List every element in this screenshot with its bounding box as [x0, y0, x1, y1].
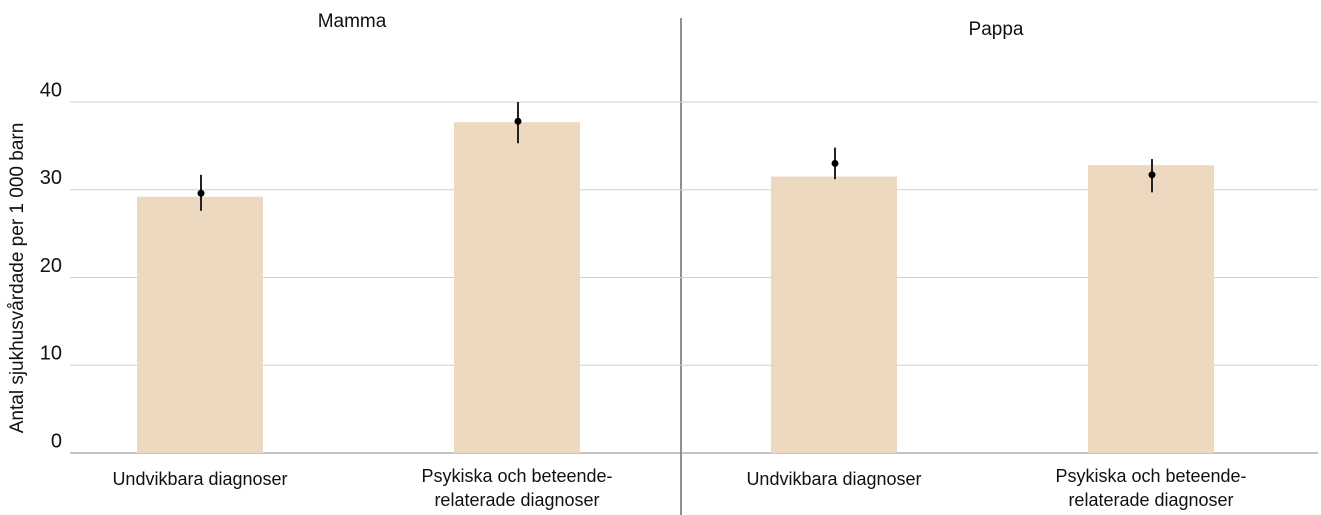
y-tick-label: 10: [40, 343, 62, 365]
x-tick-label: Undvikbara diagnoser: [112, 469, 287, 489]
point: [514, 117, 522, 125]
bar: [454, 122, 580, 454]
x-tick-label: relaterade diagnoser: [434, 490, 599, 510]
point: [831, 159, 839, 167]
x-tick-label: Undvikbara diagnoser: [746, 469, 921, 489]
point: [197, 189, 205, 197]
y-tick-label: 40: [40, 79, 62, 101]
x-tick-label: relaterade diagnoser: [1068, 490, 1233, 510]
y-tick-label: 0: [51, 430, 62, 452]
y-tick-label: 30: [40, 167, 62, 189]
x-tick-label: Psykiska och beteende-: [1055, 466, 1246, 486]
panel-title: Mamma: [318, 11, 387, 32]
x-tick-label: Psykiska och beteende-: [421, 466, 612, 486]
bar: [1088, 165, 1214, 453]
bar: [771, 176, 897, 453]
panel-title: Pappa: [969, 19, 1024, 40]
bar: [137, 196, 263, 453]
point: [1148, 171, 1156, 179]
y-tick-label: 20: [40, 255, 62, 277]
y-axis-label: Antal sjukhusvårdade per 1 000 barn: [7, 123, 28, 434]
